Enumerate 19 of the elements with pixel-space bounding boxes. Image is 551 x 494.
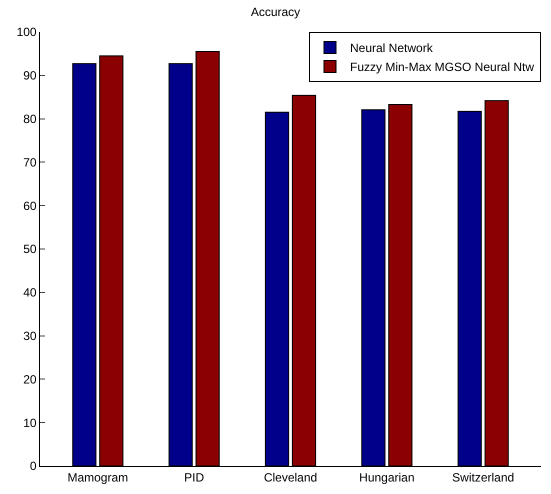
x-tick-label: Hungarian bbox=[359, 470, 415, 484]
y-tick-label: 90 bbox=[23, 68, 37, 83]
y-tick-label: 100 bbox=[16, 25, 37, 40]
x-tick-label: Switzerland bbox=[452, 470, 514, 484]
x-tick-label: PID bbox=[184, 470, 204, 484]
y-tick-label: 10 bbox=[23, 416, 37, 430]
legend-label: Neural Network bbox=[350, 41, 434, 56]
y-tick-label: 80 bbox=[23, 112, 37, 126]
x-tick-label: Cleveland bbox=[264, 470, 318, 484]
y-tick-label: 30 bbox=[23, 329, 37, 343]
y-tick-label: 20 bbox=[23, 372, 37, 386]
y-tick-label: 60 bbox=[23, 198, 37, 213]
y-tick-label: 40 bbox=[23, 286, 37, 300]
legend-label: Fuzzy Min-Max MGSO Neural Ntw bbox=[350, 60, 534, 74]
chart-title: Accuracy bbox=[250, 4, 300, 19]
y-tick-label: 0 bbox=[30, 459, 37, 474]
y-tick-label: 50 bbox=[23, 242, 37, 256]
x-tick-label: Mamogram bbox=[67, 470, 128, 484]
y-tick-label: 70 bbox=[23, 155, 37, 170]
